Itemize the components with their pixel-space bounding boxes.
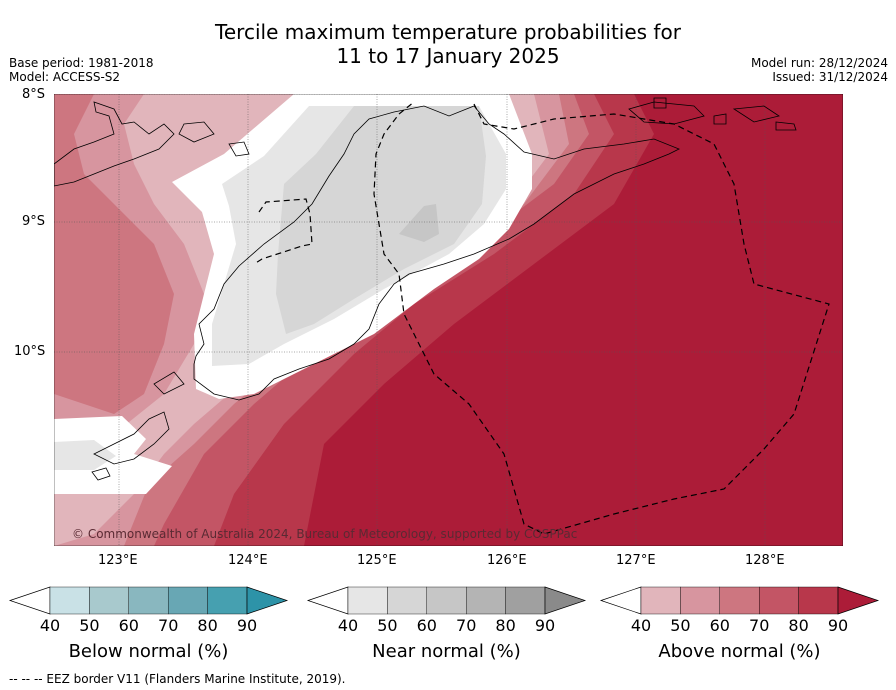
model-text: Model: ACCESS-S2 bbox=[9, 70, 121, 84]
near-normal-40-south bbox=[54, 440, 116, 470]
island-ne-2 bbox=[775, 121, 797, 131]
meta-right: Model run: 28/12/2024 Issued: 31/12/2024 bbox=[751, 56, 888, 84]
island-ne-1 bbox=[732, 105, 780, 123]
colorbar-segment bbox=[128, 586, 169, 615]
colorbar-above-normal: 40 50 60 70 80 90 Above normal (%) bbox=[599, 586, 880, 662]
probability-map: © Commonwealth of Australia 2024, Bureau… bbox=[54, 94, 843, 546]
copyright-text: © Commonwealth of Australia 2024, Bureau… bbox=[72, 527, 577, 541]
near-normal-50 bbox=[276, 106, 486, 334]
meta-left: Base period: 1981-2018 Model: ACCESS-S2 bbox=[9, 56, 154, 84]
colorbar-max-extend bbox=[246, 586, 289, 615]
flores-coastline bbox=[54, 101, 175, 187]
eez-border-timor bbox=[253, 198, 313, 265]
colorbar-below-normal: 40 50 60 70 80 90 Below normal (%) bbox=[8, 586, 289, 662]
colorbar-tick-label: 40 bbox=[338, 616, 358, 635]
colorbar-tick-label: 90 bbox=[237, 616, 257, 635]
colorbar-panel: 40 50 60 70 80 90 Below normal (%) 40 50 60 70 80 9… bbox=[8, 586, 880, 662]
coastlines bbox=[54, 97, 797, 481]
timor-coastline bbox=[193, 105, 680, 401]
eez-border bbox=[373, 101, 830, 535]
colorbar-segment bbox=[719, 586, 760, 615]
lat-label-9s: 9°S bbox=[22, 214, 46, 229]
colorbar-tick-label: 90 bbox=[828, 616, 848, 635]
colorbar-tick-label: 80 bbox=[788, 616, 808, 635]
colorbar-tick-label: 60 bbox=[710, 616, 730, 635]
lon-label-124e: 124°E bbox=[228, 553, 268, 568]
colorbar-tick-label: 80 bbox=[495, 616, 515, 635]
colorbar-tick-label: 50 bbox=[79, 616, 99, 635]
colorbar-segment bbox=[505, 586, 546, 615]
base-period-text: Base period: 1981-2018 bbox=[9, 56, 154, 70]
colorbar-near-normal: 40 50 60 70 80 90 Near normal (%) bbox=[306, 586, 587, 662]
colorbar-tick-label: 80 bbox=[197, 616, 217, 635]
near-normal-60 bbox=[399, 204, 439, 242]
colorbar-segment bbox=[89, 586, 130, 615]
colorbar-segment bbox=[640, 586, 681, 615]
graticule bbox=[54, 94, 843, 546]
colorbar-tick-label: 60 bbox=[417, 616, 437, 635]
colorbar-segment bbox=[207, 586, 248, 615]
lon-label-125e: 125°E bbox=[357, 553, 397, 568]
island-ne-3 bbox=[713, 113, 727, 125]
colorbar-tick-label: 90 bbox=[535, 616, 555, 635]
sumba-coastline bbox=[93, 411, 170, 465]
colorbar-max-extend bbox=[837, 586, 880, 615]
colorbar-tick-label: 40 bbox=[40, 616, 60, 635]
colorbar-segment bbox=[798, 586, 839, 615]
lon-label-128e: 128°E bbox=[745, 553, 785, 568]
model-run-text: Model run: 28/12/2024 bbox=[750, 56, 888, 70]
colorbar-min-extend bbox=[8, 586, 51, 615]
colorbar-segment bbox=[466, 586, 506, 615]
lon-label-123e: 123°E bbox=[98, 553, 138, 568]
lon-label-127e: 127°E bbox=[616, 553, 656, 568]
title-line-1: Tercile maximum temperature probabilitie… bbox=[215, 20, 681, 44]
colorbar-max-extend bbox=[544, 586, 587, 615]
colorbar-tick-label: 50 bbox=[377, 616, 397, 635]
colorbar-segment bbox=[680, 586, 721, 615]
colorbar-tick-label: 70 bbox=[749, 616, 769, 635]
colorbar-title: Below normal (%) bbox=[69, 641, 229, 662]
map-title: Tercile maximum temperature probabilitie… bbox=[0, 20, 896, 68]
issued-text: Issued: 31/12/2024 bbox=[772, 70, 888, 84]
colorbar-tick-label: 40 bbox=[631, 616, 651, 635]
lat-label-10s: 10°S bbox=[14, 344, 46, 359]
lon-label-126e: 126°E bbox=[487, 553, 527, 568]
colorbar-segment bbox=[387, 586, 427, 615]
colorbar-segment bbox=[49, 586, 90, 615]
colorbar-title: Above normal (%) bbox=[658, 641, 820, 662]
pantar-coastline bbox=[228, 141, 250, 157]
colorbar-min-extend bbox=[306, 586, 349, 615]
colorbar-tick-label: 60 bbox=[119, 616, 139, 635]
colorbar-tick-label: 70 bbox=[456, 616, 476, 635]
title-line-2: 11 to 17 January 2025 bbox=[336, 44, 560, 68]
colorbar-segment bbox=[759, 586, 799, 615]
colorbar-tick-label: 70 bbox=[158, 616, 178, 635]
eez-legend-note: -- -- -- EEZ border V11 (Flanders Marine… bbox=[9, 672, 346, 686]
colorbar-tick-label: 50 bbox=[670, 616, 690, 635]
colorbar-segment bbox=[347, 586, 388, 615]
colorbar-segment bbox=[167, 586, 208, 615]
savu-coastline bbox=[91, 467, 111, 481]
colorbar-segment bbox=[426, 586, 467, 615]
rote-coastline bbox=[153, 371, 185, 395]
alor-coastline bbox=[178, 121, 215, 143]
colorbar-min-extend bbox=[599, 586, 642, 615]
island-n-small bbox=[653, 97, 667, 109]
colorbar-title: Near normal (%) bbox=[372, 641, 521, 662]
lat-label-8s: 8°S bbox=[22, 87, 46, 102]
